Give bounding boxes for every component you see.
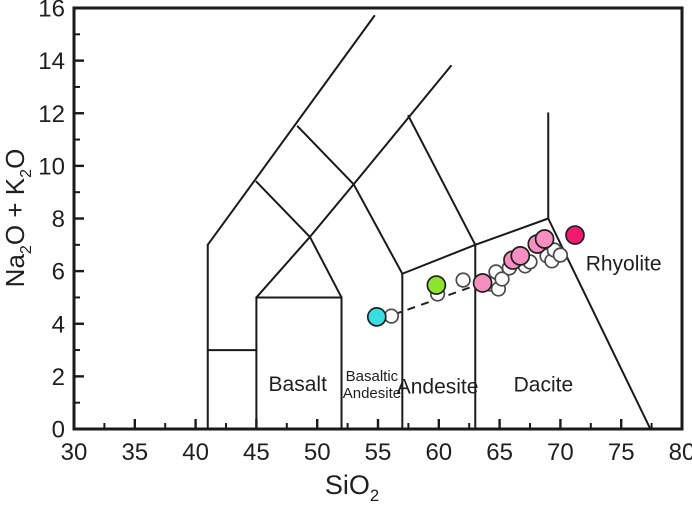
data-point [494, 271, 510, 287]
boundary-line [296, 125, 355, 186]
boundary-line [255, 180, 343, 299]
data-point [383, 308, 400, 324]
data-point [510, 246, 531, 266]
series-deep-pink-sample [565, 225, 585, 245]
data-point [534, 229, 555, 249]
y-tick-label: 10 [38, 153, 65, 180]
series-open-circle-samples [383, 242, 569, 324]
y-axis-title: Na2O + K2O [0, 149, 35, 288]
series-cyan-sample [366, 307, 387, 327]
boundary-line [352, 64, 452, 186]
x-tick-labels: 30 35 40 45 50 55 60 65 70 75 80 [61, 439, 692, 466]
y-tick-label: 6 [52, 259, 65, 286]
y-tick-label: 12 [38, 101, 65, 128]
x-tick-label: 50 [304, 439, 331, 466]
x-tick-label: 65 [486, 439, 513, 466]
field-boundary-lines [206, 14, 652, 430]
x-tick-label: 45 [243, 439, 270, 466]
data-point [455, 272, 471, 288]
y-tick-label: 0 [52, 417, 65, 444]
data-point [472, 273, 493, 293]
x-tick-label: 80 [669, 439, 692, 466]
x-tick-label: 60 [425, 439, 452, 466]
axis-titles: SiO2 Na2O + K2O [0, 149, 379, 505]
field-label-andesite: Andesite [343, 385, 401, 402]
field-label-basalt: Basalt [269, 373, 328, 396]
x-tick-label: 35 [121, 439, 148, 466]
data-point [552, 247, 569, 263]
field-label-dacite: Dacite [514, 373, 574, 396]
data-point [366, 307, 387, 327]
plot-frame [72, 6, 684, 431]
data-point [565, 225, 585, 245]
boundary-line [407, 114, 477, 246]
x-tick-label: 40 [182, 439, 209, 466]
y-tick-label: 4 [52, 311, 65, 338]
boundary-line [401, 243, 477, 275]
plot-border [72, 6, 684, 431]
y-tick-label: 2 [52, 364, 65, 391]
x-tick-label: 55 [365, 439, 392, 466]
boundary-line [352, 183, 404, 275]
series-pink-samples [472, 229, 555, 293]
x-tick-label: 30 [61, 439, 88, 466]
axis-ticks [72, 6, 684, 431]
field-label-andesite: Andesite [397, 375, 479, 398]
y-tick-labels: 0 2 4 6 8 10 12 14 16 [38, 0, 65, 444]
y-tick-label: 14 [38, 48, 65, 75]
series-green-sample [426, 275, 447, 295]
y-tick-label: 8 [52, 206, 65, 233]
x-tick-label: 75 [608, 439, 635, 466]
field-label-basaltic: Basaltic [346, 368, 399, 385]
boundary-line [255, 183, 355, 299]
x-axis-title: SiO2 [325, 470, 379, 505]
x-tick-label: 70 [547, 439, 574, 466]
field-label-rhyolite: Rhyolite [586, 252, 662, 275]
data-points [366, 225, 585, 327]
boundary-line [474, 217, 550, 246]
boundary-line [206, 14, 376, 246]
data-point [426, 275, 447, 295]
y-tick-label: 16 [38, 0, 65, 23]
